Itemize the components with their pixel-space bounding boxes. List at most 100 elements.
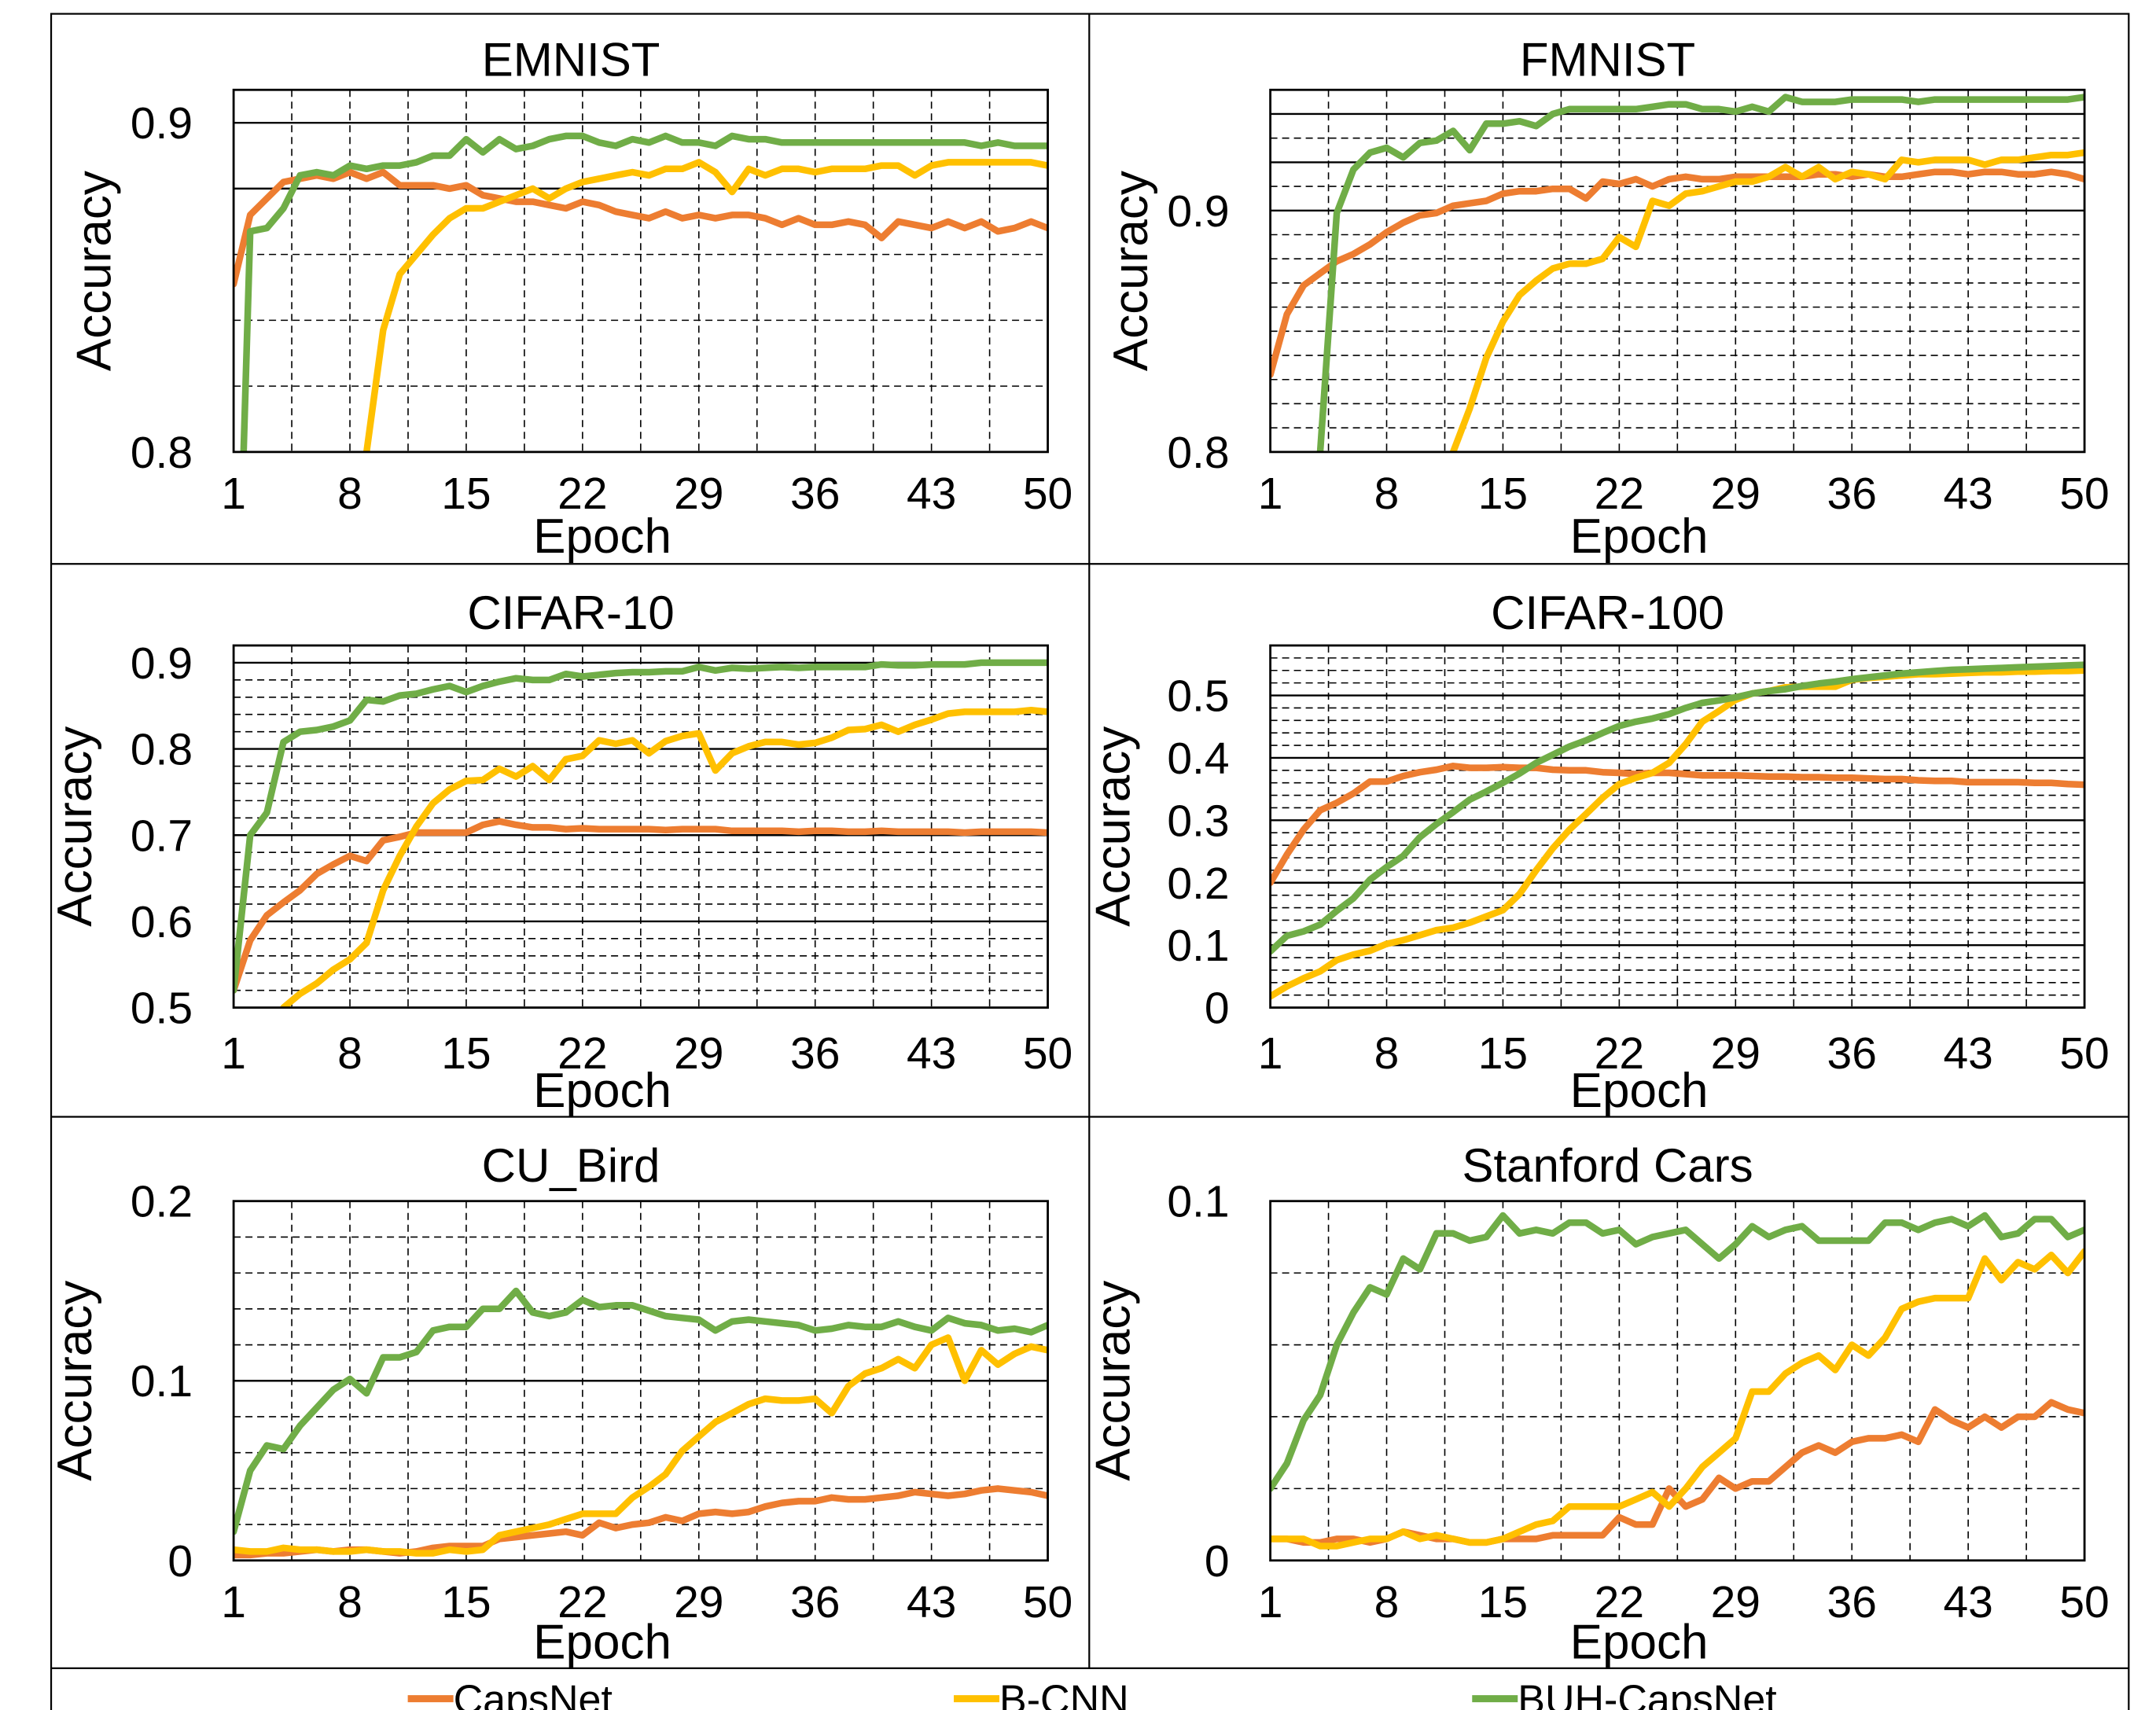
x-tick-label: 8 bbox=[1374, 469, 1400, 519]
y-tick-label: 0.9 bbox=[131, 638, 193, 689]
y-axis-label: Accuracy bbox=[68, 171, 122, 371]
x-tick-label: 22 bbox=[1595, 469, 1644, 519]
x-tick-label: 1 bbox=[221, 1028, 246, 1079]
x-tick-label: 22 bbox=[557, 469, 607, 519]
series-line-b-cnn bbox=[362, 159, 1048, 452]
y-tick-label: 0 bbox=[1205, 984, 1230, 1034]
series-line-b-cnn bbox=[280, 706, 1048, 1008]
x-tick-label: 50 bbox=[1023, 1028, 1072, 1079]
legend-label: B-CNN bbox=[999, 1678, 1129, 1710]
x-tick-label: 15 bbox=[1478, 469, 1528, 519]
x-tick-label: 36 bbox=[1827, 1577, 1877, 1627]
y-tick-label: 0.5 bbox=[131, 984, 193, 1034]
x-tick-label: 15 bbox=[1478, 1577, 1528, 1627]
chart-title: FMNIST bbox=[1520, 34, 1695, 86]
x-tick-label: 43 bbox=[1943, 469, 1992, 519]
y-tick-label: 0.8 bbox=[131, 428, 193, 478]
series-group bbox=[1270, 1212, 2085, 1550]
x-axis-label: Epoch bbox=[1570, 1616, 1709, 1670]
series-line-capsnet bbox=[1270, 168, 2085, 378]
plot-area-border bbox=[232, 1200, 1049, 1562]
chart-panel-stanford-cars: Stanford Cars 1 8 15 22 29 36 43 50 0 0.1 Epoch Accu… bbox=[1086, 1139, 2109, 1670]
series-line-b-cnn bbox=[234, 1334, 1048, 1557]
x-tick-label: 50 bbox=[1023, 1577, 1072, 1627]
series-line-buh-capsnet bbox=[234, 659, 1048, 994]
y-axis-label: Accuracy bbox=[1086, 726, 1140, 927]
y-tick-label: 0.7 bbox=[131, 811, 193, 861]
x-tick-label: 43 bbox=[907, 1577, 956, 1627]
x-tick-label: 1 bbox=[221, 469, 246, 519]
chart-panel-emnist: EMNIST 1 8 15 22 29 36 43 50 0.8 0.9 Epoch Accuracy bbox=[68, 34, 1073, 564]
series-line-buh-capsnet bbox=[1316, 94, 2085, 452]
series-line-buh-capsnet bbox=[1270, 661, 2085, 955]
gridlines bbox=[1270, 1201, 2085, 1561]
y-axis-label: Accuracy bbox=[1086, 1281, 1140, 1481]
y-tick-label: 0.5 bbox=[1167, 671, 1229, 722]
plot-area-border bbox=[1269, 644, 2086, 1009]
series-line-buh-capsnet bbox=[240, 132, 1048, 452]
y-tick-label: 0.8 bbox=[131, 725, 193, 775]
x-tick-label: 29 bbox=[674, 1028, 723, 1079]
x-tick-label: 8 bbox=[1374, 1028, 1400, 1079]
x-tick-label: 36 bbox=[790, 1028, 840, 1079]
x-tick-label: 43 bbox=[907, 469, 956, 519]
x-tick-label: 50 bbox=[2059, 1577, 2109, 1627]
x-tick-label: 15 bbox=[441, 469, 491, 519]
y-tick-label: 0.2 bbox=[1167, 859, 1229, 909]
x-tick-label: 22 bbox=[557, 1577, 607, 1627]
y-tick-label: 0 bbox=[1205, 1536, 1230, 1587]
y-axis-label: Accuracy bbox=[48, 726, 102, 927]
x-tick-label: 1 bbox=[1258, 1028, 1283, 1079]
legend-label: CapsNet bbox=[454, 1678, 613, 1710]
x-tick-label: 22 bbox=[1595, 1577, 1644, 1627]
x-tick-label: 1 bbox=[1258, 469, 1283, 519]
gridlines bbox=[1270, 90, 2085, 452]
x-axis-label: Epoch bbox=[533, 509, 671, 564]
y-tick-label: 0 bbox=[167, 1536, 193, 1587]
x-axis-label: Epoch bbox=[1570, 1064, 1709, 1118]
series-line-b-cnn bbox=[1270, 667, 2085, 1000]
series-line-b-cnn bbox=[1270, 1248, 2085, 1550]
plot-area-border bbox=[1269, 88, 2086, 454]
series-group bbox=[234, 659, 1048, 1008]
chart-panel-cifar-100: CIFAR-100 1 8 15 22 29 36 43 50 0 0.1 0.2 0.3 0.4 0.5 E… bbox=[1086, 587, 2109, 1118]
chart-title: Stanford Cars bbox=[1462, 1139, 1753, 1192]
y-tick-label: 0.9 bbox=[1167, 186, 1229, 237]
chart-panel-cu-bird: CU_Bird 1 8 15 22 29 36 43 50 0 0.1 0.2 Epoch Accurac… bbox=[48, 1139, 1072, 1670]
series-line-capsnet bbox=[234, 168, 1048, 288]
x-tick-label: 43 bbox=[1943, 1577, 1992, 1627]
x-tick-label: 43 bbox=[1943, 1028, 1992, 1079]
series-line-capsnet bbox=[1270, 763, 2085, 887]
figure-frame bbox=[50, 13, 2130, 1710]
x-tick-label: 8 bbox=[337, 1577, 362, 1627]
x-tick-label: 36 bbox=[1827, 1028, 1877, 1079]
chart-panel-cifar-10: CIFAR-10 1 8 15 22 29 36 43 50 0.5 0.6 0.7 0.8 0.9 Epo… bbox=[48, 587, 1072, 1118]
series-line-buh-capsnet bbox=[234, 1287, 1048, 1535]
y-tick-label: 0.6 bbox=[131, 897, 193, 947]
series-group bbox=[234, 132, 1048, 452]
chart-title: CIFAR-10 bbox=[467, 587, 674, 639]
x-tick-label: 1 bbox=[221, 1577, 246, 1627]
series-line-b-cnn bbox=[1449, 149, 2085, 452]
x-axis-label: Epoch bbox=[1570, 509, 1709, 564]
x-tick-label: 8 bbox=[337, 469, 362, 519]
chart-panels: EMNIST 1 8 15 22 29 36 43 50 0.8 0.9 Epoch Accuracy F… bbox=[48, 34, 2110, 1670]
legend-item-capsnet: CapsNet bbox=[407, 1678, 613, 1710]
x-tick-label: 36 bbox=[790, 469, 840, 519]
x-axis-label: Epoch bbox=[533, 1616, 671, 1670]
x-tick-label: 50 bbox=[1023, 469, 1072, 519]
x-axis-label: Epoch bbox=[533, 1064, 671, 1118]
plot-area-border bbox=[1269, 1200, 2086, 1562]
series-line-capsnet bbox=[234, 818, 1048, 994]
legend-item-b-cnn: B-CNN bbox=[954, 1678, 1129, 1710]
chart-title: CIFAR-100 bbox=[1491, 587, 1724, 639]
x-tick-label: 1 bbox=[1258, 1577, 1283, 1627]
x-tick-label: 15 bbox=[441, 1028, 491, 1079]
series-group bbox=[1270, 94, 2085, 452]
x-tick-label: 50 bbox=[2059, 469, 2109, 519]
x-tick-label: 36 bbox=[1827, 469, 1877, 519]
chart-title: EMNIST bbox=[482, 34, 660, 86]
x-tick-label: 29 bbox=[1711, 1028, 1760, 1079]
legend-item-buh-capsnet: BUH-CapsNet bbox=[1472, 1678, 1777, 1710]
